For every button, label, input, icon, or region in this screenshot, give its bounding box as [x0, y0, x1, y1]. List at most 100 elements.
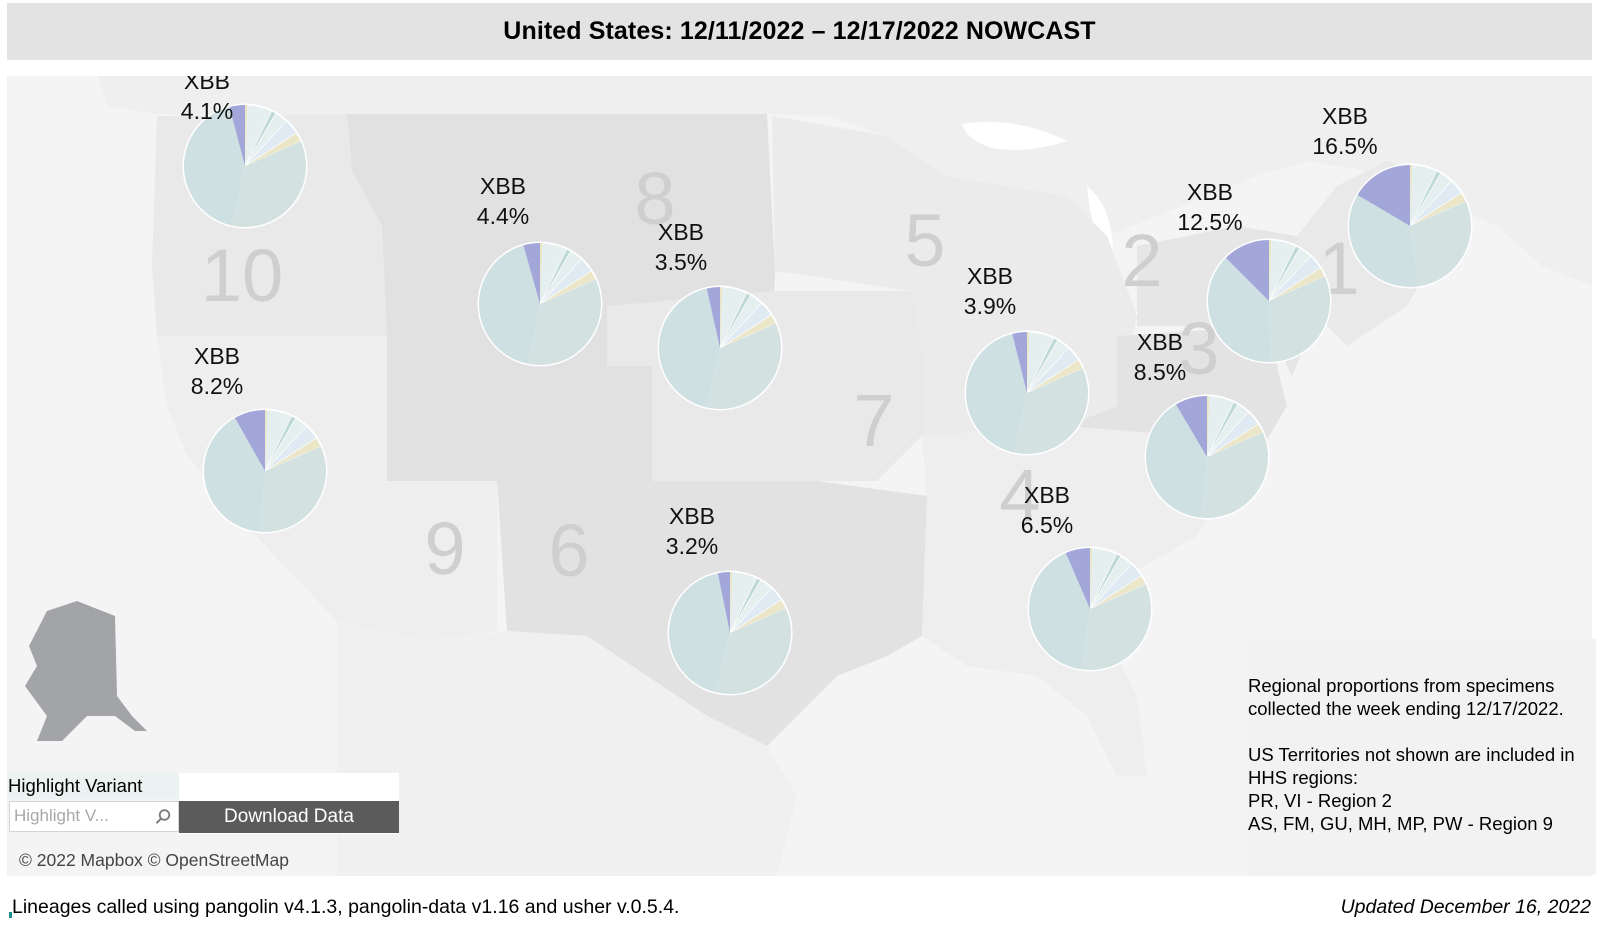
pie-slice-minor	[1089, 575, 1147, 610]
pie-label-percent: 12.5%	[1177, 209, 1242, 235]
pie-slice-minor	[1410, 164, 1413, 226]
pie-slice-dominant-b	[716, 608, 792, 695]
pie-slice-xbb	[1225, 240, 1269, 301]
pie-slice-dominant-a	[1029, 553, 1090, 670]
region-number-4: 4	[999, 454, 1040, 537]
pie-region-5[interactable]: XBB 3.9%	[964, 263, 1090, 456]
pie-slice-dominant-a	[659, 288, 720, 408]
pie-slice-dominant-b	[1202, 432, 1269, 519]
pie-region-6[interactable]: XBB 3.2%	[666, 503, 793, 696]
pie-label-percent: 8.2%	[191, 373, 243, 399]
pie-region-10[interactable]: XBB 4.1%	[181, 76, 308, 229]
pie-slice-xbb	[706, 287, 720, 348]
note-line-4: HHS regions:	[1248, 767, 1359, 788]
pie-label-percent: 8.5%	[1134, 359, 1186, 385]
canada-land	[97, 76, 1592, 286]
pie-label-percent: 4.1%	[181, 98, 233, 124]
download-data-button[interactable]: Download Data	[179, 801, 399, 833]
region-number-7: 7	[853, 379, 894, 462]
pie-charts-layer: XBB 4.1% XBB 4.4% XBB 3.5% XBB 8.2% XBB 3.2% XBB 3.…	[181, 76, 1473, 696]
pie-slice-xbb	[1012, 332, 1027, 393]
pie-slice-dominant-a	[478, 245, 540, 364]
pie-slice-dominant-a	[1348, 194, 1419, 287]
region-number-2: 2	[1121, 219, 1162, 302]
pie-slice-minor	[1207, 395, 1210, 457]
highlight-variant-label: Highlight Variant	[7, 773, 182, 799]
footer-mark	[9, 912, 12, 918]
pie-slice-minor	[1268, 267, 1326, 302]
pie-slice-xbb	[234, 410, 265, 471]
pie-slice-dominant-b	[706, 323, 782, 409]
pie-slice-minor	[1090, 547, 1093, 609]
pie-label-variant: XBB	[967, 263, 1013, 289]
pie-label-variant: XBB	[1137, 329, 1183, 355]
pie-slice-minor	[265, 409, 268, 471]
map-title: United States: 12/11/2022 – 12/17/2022 N…	[503, 17, 1096, 45]
specimen-note-panel: Regional proportions from specimens coll…	[1248, 639, 1596, 875]
highlight-variant-input[interactable]	[14, 804, 154, 828]
pie-label-variant: XBB	[194, 343, 240, 369]
map-area[interactable]: 1 2 3 4 5 6 7 8 9 10 XBB 4.1% XBB 4.4% XBB 3.5% XBB 8.2%…	[7, 76, 1592, 876]
region-number-9: 9	[424, 507, 465, 590]
pie-slice-dominant-b	[232, 141, 306, 227]
pie-label-percent: 3.2%	[666, 533, 718, 559]
pie-slice-dominant-a	[1145, 404, 1207, 518]
download-data-button-wrap: Download Data	[179, 773, 399, 834]
pie-region-8a[interactable]: XBB 4.4%	[477, 173, 603, 367]
pie-slice-minor	[1027, 331, 1030, 393]
region-9-shape	[157, 336, 497, 641]
pie-slice-minor	[540, 242, 543, 304]
pie-region-9[interactable]: XBB 8.2%	[191, 343, 328, 534]
pie-slice-dominant-b	[259, 446, 326, 532]
pie-region-4[interactable]: XBB 6.5%	[1021, 482, 1153, 672]
pie-slice-minor	[1206, 423, 1264, 458]
pie-slice-minor	[720, 286, 723, 348]
pie-label-variant: XBB	[1187, 179, 1233, 205]
note-line-5: PR, VI - Region 2	[1248, 790, 1392, 811]
note-line-6: AS, FM, GU, MH, MP, PW - Region 9	[1248, 813, 1553, 834]
pie-slice-minor	[1269, 239, 1272, 301]
pie-label-percent: 3.5%	[655, 249, 707, 275]
title-bar: United States: 12/11/2022 – 12/17/2022 N…	[7, 3, 1592, 60]
search-icon[interactable]	[154, 808, 172, 826]
note-line-3: US Territories not shown are included in	[1248, 744, 1575, 765]
pie-region-8b[interactable]: XBB 3.5%	[655, 219, 783, 411]
pie-slice-xbb	[717, 572, 730, 633]
pie-slice-minor	[730, 571, 733, 633]
pie-label-variant: XBB	[1024, 482, 1070, 508]
pie-slice-minor	[1026, 359, 1084, 394]
pie-slice-minor	[729, 599, 787, 634]
pie-slice-xbb	[523, 243, 540, 304]
pie-region-3[interactable]: XBB 8.5%	[1134, 329, 1270, 520]
highlight-variant-field[interactable]	[9, 801, 179, 832]
pie-region-1[interactable]: XBB 16.5%	[1312, 103, 1473, 289]
pie-slice-dominant-a	[1208, 257, 1271, 363]
alaska-shape	[25, 601, 147, 741]
lake-superior	[962, 122, 1067, 150]
pie-slice-minor	[244, 132, 302, 167]
pie-label-variant: XBB	[1322, 103, 1368, 129]
mexico-land	[337, 621, 797, 876]
pie-slice-dominant-a	[184, 107, 245, 226]
pie-label-percent: 3.9%	[964, 293, 1016, 319]
pie-slice-dominant-b	[528, 279, 602, 366]
pie-slice-xbb	[1357, 165, 1410, 226]
map-attribution[interactable]: © 2022 Mapbox © OpenStreetMap	[19, 850, 289, 870]
updated-date: Updated December 16, 2022	[1340, 896, 1591, 918]
region-number-6: 6	[548, 509, 589, 592]
pie-label-percent: 4.4%	[477, 203, 529, 229]
pie-slice-minor	[264, 437, 322, 472]
pie-slice-minor	[1409, 192, 1467, 227]
pie-slice-dominant-a	[204, 417, 265, 532]
pie-region-2[interactable]: XBB 12.5%	[1177, 179, 1332, 364]
lineage-note: Lineages called using pangolin v4.1.3, p…	[12, 896, 680, 918]
pie-slice-dominant-a	[965, 333, 1027, 453]
region-number-5: 5	[904, 199, 945, 282]
note-line-2: collected the week ending 12/17/2022.	[1248, 698, 1564, 719]
pie-slice-minor	[719, 314, 777, 349]
pie-slice-xbb	[1175, 396, 1207, 457]
note-line-1: Regional proportions from specimens	[1248, 675, 1555, 696]
pie-slice-dominant-b	[1081, 584, 1152, 670]
pie-label-variant: XBB	[480, 173, 526, 199]
